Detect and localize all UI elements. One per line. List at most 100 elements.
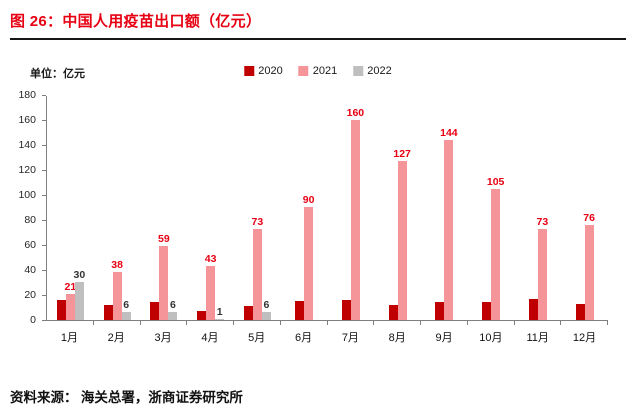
bar-2021-2月 xyxy=(112,272,122,320)
bar-2020-7月 xyxy=(341,300,351,320)
month-group-10月: 105 xyxy=(468,96,515,325)
legend-label: 2020 xyxy=(258,65,283,77)
bar-col xyxy=(150,302,160,320)
y-tick-mark xyxy=(42,220,46,221)
bar-2022-4月 xyxy=(215,319,225,320)
bar-value-label: 6 xyxy=(123,298,130,311)
bar-col xyxy=(528,299,538,320)
x-tick-mark xyxy=(233,320,234,325)
bar-value-label: 144 xyxy=(440,126,458,139)
bar-col: 105 xyxy=(487,176,504,320)
x-tick-mark xyxy=(279,320,281,325)
month-group-9月: 144 xyxy=(421,96,468,325)
month-group-4月: 43 1 xyxy=(187,96,234,325)
bar-2021-1月 xyxy=(65,294,75,320)
bar-col: 160 xyxy=(347,107,364,320)
bar-2021-3月 xyxy=(159,246,169,320)
bar-value-label: 76 xyxy=(583,211,595,224)
x-axis-label: 8月 xyxy=(388,332,406,344)
bar-chart: 0 20 40 60 80 100 120 140 160 180 21 30 38 6 59 6 43 1 73… xyxy=(10,89,626,345)
y-tick-mark xyxy=(42,170,46,171)
y-tick-label: 0 xyxy=(30,314,36,326)
x-axis-label: 10月 xyxy=(479,332,503,344)
x-tick-mark xyxy=(513,320,515,325)
legend-item-2020: 2020 xyxy=(244,65,283,77)
bar-col: 30 xyxy=(74,269,85,320)
x-tick-mark xyxy=(373,320,375,325)
month-group-1月: 21 30 xyxy=(47,96,94,325)
bar-col xyxy=(435,302,445,320)
bar-2020-11月 xyxy=(528,299,538,320)
month-group-2月: 38 6 xyxy=(94,96,141,325)
x-tick-mark xyxy=(560,320,562,325)
bar-value-label: 90 xyxy=(302,193,315,206)
bar-value-label: 38 xyxy=(111,258,123,271)
y-tick-label: 100 xyxy=(18,189,36,201)
y-axis: 0 20 40 60 80 100 120 140 160 180 xyxy=(10,89,46,326)
x-tick-mark xyxy=(420,320,421,325)
x-tick-mark xyxy=(466,320,468,325)
y-tick-label: 60 xyxy=(24,239,36,251)
bar-col xyxy=(56,300,66,320)
x-axis-label: 12月 xyxy=(572,332,597,344)
source-note: 资料来源： 海关总署，浙商证券研究所 xyxy=(10,390,243,405)
bar-value-label: 127 xyxy=(393,147,411,160)
y-tick-label: 80 xyxy=(24,214,36,226)
x-tick-mark xyxy=(186,320,188,325)
bar-col: 127 xyxy=(393,148,411,320)
x-tick-mark xyxy=(92,320,94,325)
x-tick-mark xyxy=(139,320,141,325)
x-axis-label: 1月 xyxy=(60,332,78,344)
month-group-8月: 127 xyxy=(374,96,421,325)
bar-value-label: 1 xyxy=(216,305,223,318)
bar-value-label: 73 xyxy=(251,215,264,228)
bar-2020-2月 xyxy=(103,305,113,320)
bar-col xyxy=(243,306,253,320)
plot-column: 21 30 38 6 59 6 43 1 73 6 90 160 127 144 105 73 76 1月 2月 3… xyxy=(46,96,608,345)
month-group-7月: 160 xyxy=(328,96,375,325)
legend: 2020 2021 2022 xyxy=(244,65,392,77)
y-tick-label: 140 xyxy=(18,139,36,151)
bar-col xyxy=(482,302,492,320)
bar-2021-8月 xyxy=(397,161,407,320)
bar-2022-2月 xyxy=(121,312,131,320)
bar-col: 90 xyxy=(303,194,314,320)
legend-swatch xyxy=(353,66,364,76)
bar-2021-6月 xyxy=(304,207,314,320)
legend-swatch xyxy=(298,66,309,76)
y-tick-label: 20 xyxy=(24,289,36,301)
y-tick-mark xyxy=(42,145,46,146)
bar-2020-1月 xyxy=(56,300,66,320)
month-group-6月: 90 xyxy=(281,96,328,325)
bar-2020-12月 xyxy=(575,304,585,320)
bar-2021-10月 xyxy=(491,189,501,320)
y-tick-label: 160 xyxy=(18,114,36,126)
x-axis-label: 2月 xyxy=(107,332,125,344)
legend-label: 2022 xyxy=(367,65,392,77)
chart-top-row: 单位：亿元 2020 2021 2022 xyxy=(10,64,626,80)
figure-title: 图 26：中国人用疫苗出口额（亿元） xyxy=(10,13,262,30)
bar-2021-4月 xyxy=(206,266,216,320)
bar-2020-4月 xyxy=(197,311,207,320)
bar-value-label: 73 xyxy=(536,215,549,228)
bar-col xyxy=(295,301,305,320)
x-axis-label: 6月 xyxy=(294,332,313,344)
bar-col: 59 xyxy=(158,233,170,320)
bar-2022-1月 xyxy=(74,282,84,320)
bar-col: 21 xyxy=(65,281,76,320)
legend-item-2021: 2021 xyxy=(298,65,337,77)
bar-2020-3月 xyxy=(150,302,160,320)
bar-col xyxy=(197,311,207,320)
x-axis-label: 9月 xyxy=(435,332,453,344)
x-tick-mark xyxy=(326,320,328,325)
bar-2021-12月 xyxy=(584,225,594,320)
bar-2021-11月 xyxy=(537,229,547,320)
bar-col: 144 xyxy=(440,127,458,320)
y-tick-mark xyxy=(42,195,46,196)
bar-value-label: 160 xyxy=(346,106,365,119)
bar-col xyxy=(103,305,113,320)
bar-col: 73 xyxy=(252,216,263,320)
y-tick-label: 40 xyxy=(24,264,36,276)
bar-col xyxy=(575,304,585,320)
